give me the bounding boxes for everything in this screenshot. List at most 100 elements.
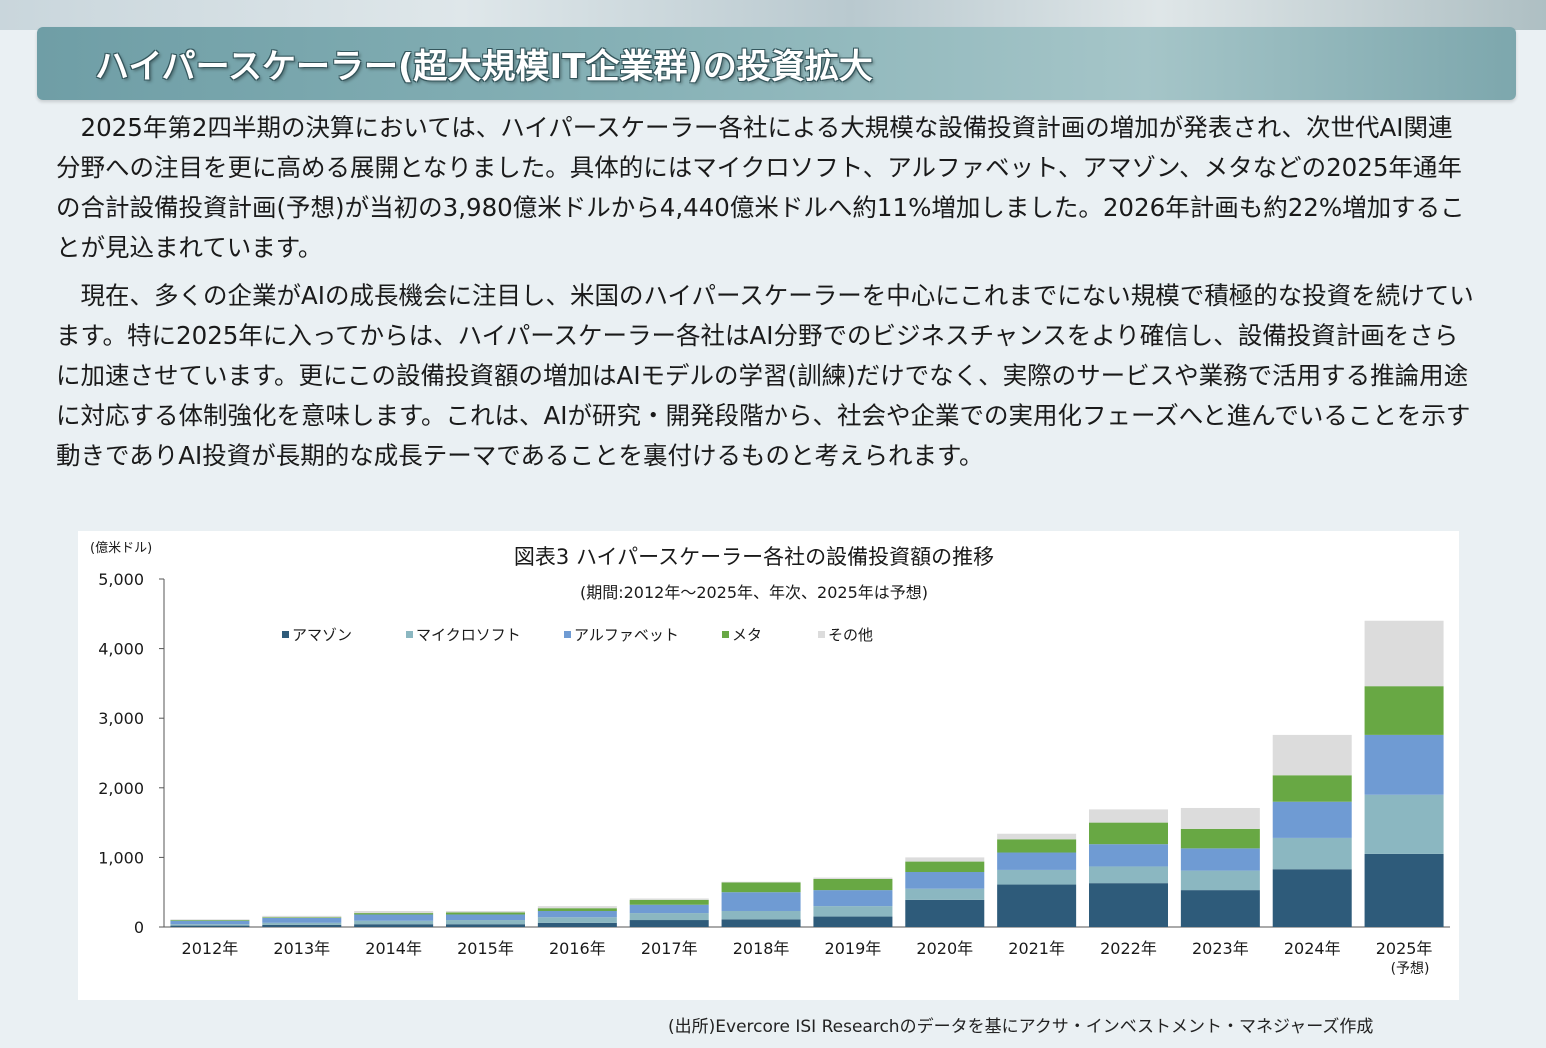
- bar-segment-2: [446, 920, 525, 925]
- bar-segment-5: [1272, 734, 1352, 776]
- bar-segment-4: [905, 861, 985, 873]
- paragraph-2: 現在、多くの企業がAIの成長機会に注目し、米国のハイパースケーラーを中心にこれま…: [56, 281, 1474, 470]
- bar-segment-1: [446, 924, 525, 927]
- y-tick-label: 3,000: [98, 709, 144, 728]
- bar-segment-5: [537, 906, 617, 909]
- bar-segment-3: [262, 917, 342, 923]
- body-text: 2025年第2四半期の決算においては、ハイパースケーラー各社による大規模な設備投…: [56, 108, 1476, 484]
- chart-subtitle: (期間:2012年～2025年、年次、2025年は予想): [580, 583, 928, 602]
- bar-segment-3: [446, 914, 525, 921]
- bar-segment-2: [1180, 870, 1260, 891]
- x-tick-label: 2016年: [549, 939, 606, 958]
- source-note: (出所)Evercore ISI Researchのデータを基にアクサ・インベス…: [668, 1017, 1374, 1037]
- bar-segment-5: [170, 919, 250, 921]
- bar-segment-3: [354, 914, 434, 921]
- bar-segment-1: [905, 899, 985, 927]
- x-tick-note: (予想): [1391, 961, 1430, 977]
- bar-segment-4: [1272, 775, 1352, 802]
- x-tick-label: 2013年: [273, 939, 330, 958]
- bar-segment-1: [1180, 890, 1260, 927]
- bar-segment-5: [629, 898, 709, 900]
- bar-segment-5: [354, 910, 434, 914]
- bar-segment-4: [1364, 686, 1444, 735]
- legend-label-1: アマゾン: [292, 626, 352, 644]
- bar-segment-2: [721, 910, 801, 920]
- x-tick-label: 2022年: [1100, 939, 1157, 958]
- legend-label-3: アルファベット: [574, 626, 679, 644]
- legend-swatch-2: [406, 631, 413, 638]
- x-tick-label: 2017年: [641, 939, 698, 958]
- bar-segment-4: [446, 912, 525, 915]
- bar-segment-2: [997, 869, 1077, 885]
- bar-segment-4: [721, 882, 801, 893]
- x-tick-label: 2021年: [1008, 939, 1065, 958]
- x-tick-label: 2023年: [1192, 939, 1249, 958]
- bar-segment-4: [170, 920, 250, 921]
- x-tick-label: 2020年: [916, 939, 973, 958]
- bar-segment-2: [1272, 837, 1352, 870]
- bar-segment-5: [905, 857, 985, 862]
- y-tick-label: 5,000: [98, 570, 144, 589]
- chart-panel: 図表3 ハイパースケーラー各社の設備投資額の推移 (期間:2012年～2025年、…: [78, 531, 1459, 1000]
- legend-swatch-4: [722, 631, 729, 638]
- bar-segment-3: [1272, 801, 1352, 838]
- x-tick-label: 2024年: [1284, 939, 1341, 958]
- bar-segment-5: [721, 881, 801, 883]
- bar-segment-3: [537, 910, 617, 918]
- legend-swatch-1: [282, 631, 289, 638]
- bar-segment-2: [1089, 866, 1168, 884]
- bar-segment-2: [1364, 794, 1444, 854]
- bar-segment-4: [1180, 828, 1260, 849]
- bar-segment-5: [1180, 807, 1260, 829]
- bar-segment-3: [629, 904, 709, 914]
- chart-title: 図表3 ハイパースケーラー各社の設備投資額の推移: [514, 545, 994, 569]
- y-axis-unit-label: (億米ドル): [90, 540, 152, 556]
- bar-segment-3: [1364, 734, 1444, 795]
- x-tick-label: 2015年: [457, 939, 514, 958]
- y-tick-label: 2,000: [98, 779, 144, 798]
- bar-segment-4: [813, 878, 893, 891]
- bar-segment-2: [813, 906, 893, 917]
- bar-segment-1: [262, 924, 342, 927]
- bar-segment-4: [354, 913, 434, 915]
- bar-segment-1: [354, 924, 434, 927]
- bar-segment-3: [721, 892, 801, 911]
- capex-stacked-bar-chart: 図表3 ハイパースケーラー各社の設備投資額の推移 (期間:2012年～2025年、…: [90, 540, 1450, 977]
- bar-segment-2: [537, 917, 617, 923]
- bar-segment-1: [721, 919, 801, 927]
- top-decorative-strip: [0, 0, 1546, 30]
- x-tick-label: 2014年: [365, 939, 422, 958]
- bar-segment-3: [997, 852, 1077, 870]
- bar-segment-3: [905, 872, 985, 889]
- x-tick-label: 2018年: [733, 939, 790, 958]
- bar-segment-5: [997, 833, 1077, 840]
- bar-segment-2: [905, 888, 985, 900]
- legend-label-4: メタ: [732, 626, 762, 644]
- bar-segment-3: [813, 890, 893, 907]
- bar-segment-1: [997, 884, 1077, 927]
- bar-segment-1: [537, 922, 617, 927]
- bar-segment-5: [446, 910, 525, 913]
- y-tick-label: 1,000: [98, 848, 144, 867]
- bar-segment-3: [170, 920, 250, 925]
- legend-swatch-5: [818, 631, 825, 638]
- y-tick-label: 0: [134, 918, 144, 937]
- bar-segment-5: [1364, 620, 1444, 687]
- bar-segment-2: [262, 922, 342, 925]
- bar-segment-4: [1089, 822, 1168, 845]
- bar-segment-2: [170, 924, 250, 926]
- bar-segment-4: [262, 917, 342, 918]
- y-tick-label: 4,000: [98, 640, 144, 659]
- legend-label-5: その他: [828, 626, 873, 644]
- x-tick-label: 2012年: [182, 939, 239, 958]
- title-banner: ハイパースケーラー(超大規模IT企業群)の投資拡大: [37, 27, 1516, 100]
- bar-segment-3: [1180, 848, 1260, 871]
- bar-segment-1: [629, 920, 709, 927]
- bar-segment-2: [629, 913, 709, 921]
- legend-label-2: マイクロソフト: [416, 626, 521, 644]
- bar-segment-4: [997, 839, 1077, 853]
- bar-segment-1: [1272, 869, 1352, 927]
- paragraph-1: 2025年第2四半期の決算においては、ハイパースケーラー各社による大規模な設備投…: [56, 113, 1465, 262]
- bar-segment-5: [262, 915, 342, 918]
- x-tick-label: 2025年: [1376, 939, 1433, 958]
